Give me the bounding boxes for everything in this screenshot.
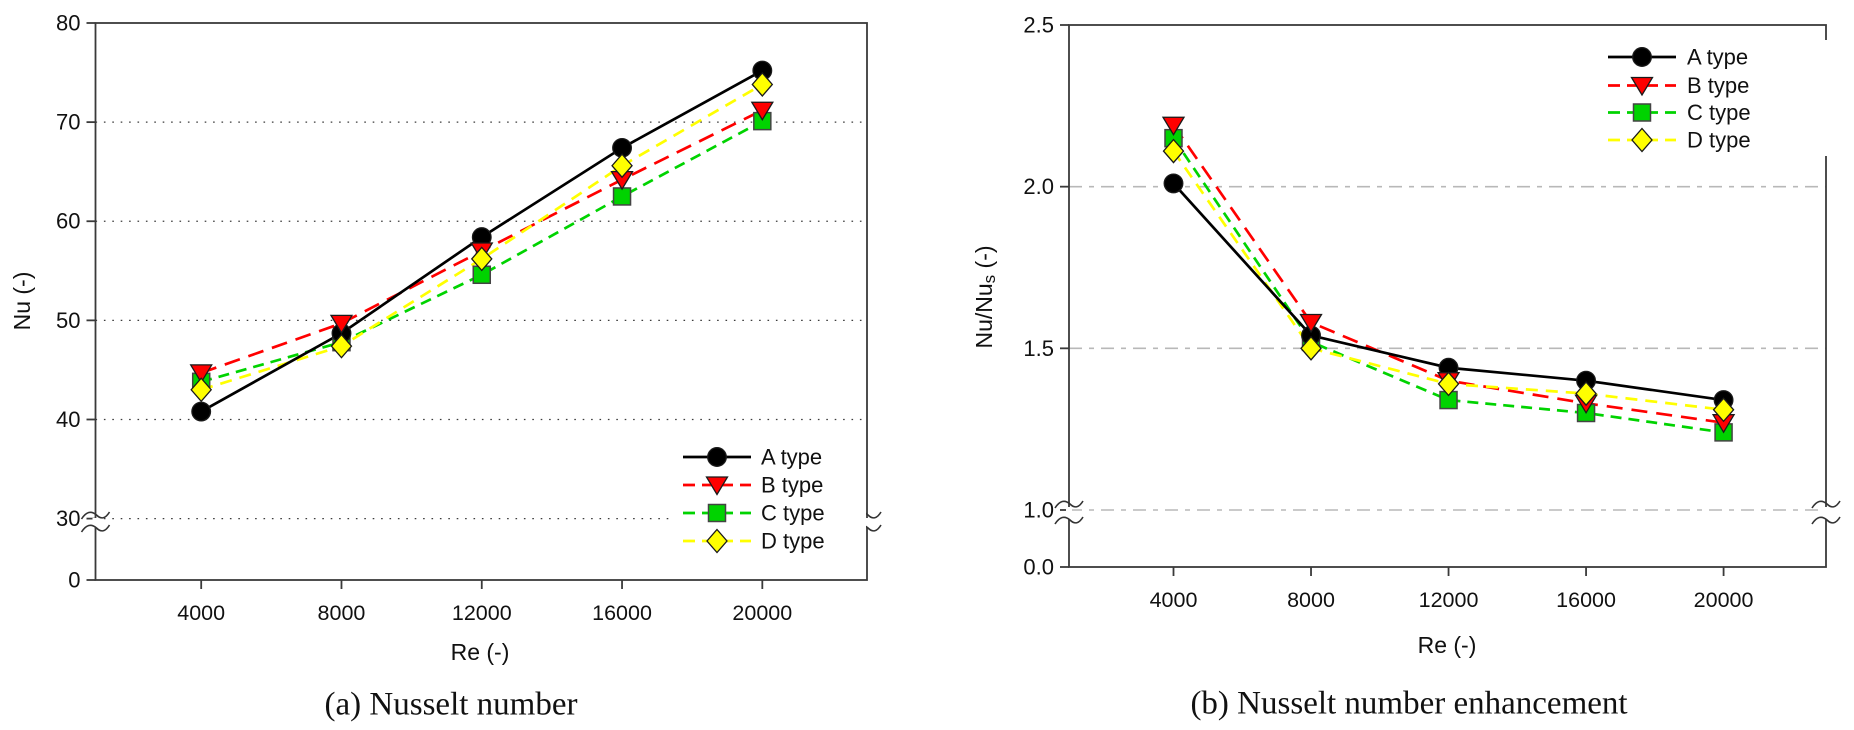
axis-break-gap — [1823, 507, 1829, 519]
legend-label: A type — [761, 445, 822, 470]
marker-a-type — [1163, 173, 1184, 194]
x-tick-label: 12000 — [452, 601, 512, 625]
x-axis-label: Re (-) — [1418, 632, 1477, 658]
legend-background — [675, 442, 866, 556]
x-tick-label: 16000 — [1556, 588, 1616, 612]
series-line-c-type — [1172, 137, 1724, 434]
axis-break-squiggle — [80, 511, 111, 520]
axis-break-squiggle — [1811, 500, 1841, 509]
y-axis-label: Nu (-) — [9, 272, 35, 331]
marker-d-type — [611, 153, 633, 179]
marker-d-type — [751, 71, 774, 97]
marker-d-type — [1162, 138, 1185, 164]
legend-marker — [707, 503, 727, 523]
y-tick-label: 1.5 — [1023, 336, 1054, 361]
axis-break-gap — [864, 518, 870, 527]
marker-b-type — [750, 101, 774, 121]
x-tick-label: 8000 — [318, 601, 366, 625]
legend-label: B type — [1687, 73, 1749, 98]
legend-marker — [1632, 103, 1652, 122]
marker-d-type — [190, 377, 213, 403]
plot-border — [1068, 24, 1827, 568]
legend-marker — [707, 447, 727, 467]
chart-b-nusselt-enhancement: 0.0 1.0 1.5 2.0 2.5 4000 8000 12000 16000 20000 Re… — [971, 13, 1841, 658]
axis-break-squiggle — [1054, 516, 1084, 525]
legend-marker — [706, 528, 728, 554]
marker-d-type — [1575, 381, 1597, 407]
marker-d-type — [470, 246, 493, 272]
y-tick-label: 0.0 — [1023, 555, 1054, 580]
marker-b-type — [1161, 116, 1186, 136]
x-tick-label: 4000 — [177, 601, 225, 625]
chart-a-nusselt-number: 0 30 40 50 60 70 80 4000 8000 12000 16000 20000 Re (… — [9, 11, 882, 665]
y-tick-label: 2.0 — [1023, 174, 1054, 199]
y-tick-label: 40 — [56, 407, 80, 432]
x-tick-label: 20000 — [1694, 588, 1754, 612]
y-tick-label: 70 — [56, 110, 80, 135]
y-tick-label: 30 — [56, 506, 80, 531]
legend-marker — [1632, 47, 1652, 67]
y-tick-label: 50 — [56, 308, 80, 333]
marker-d-type — [1712, 397, 1735, 423]
y-tick-label: 60 — [56, 209, 80, 234]
axis-break-gap — [92, 518, 99, 527]
marker-b-type — [1299, 313, 1323, 334]
legend-label: A type — [1687, 45, 1748, 70]
legend-label: C type — [1687, 100, 1751, 125]
legend-label: C type — [761, 501, 825, 526]
x-tick-label: 8000 — [1287, 588, 1335, 612]
y-axis-label: Nu/Nus (-) — [971, 245, 999, 348]
caption-a: (a) Nusselt number — [324, 686, 578, 723]
axis-break-squiggle — [1811, 516, 1841, 525]
y-tick-label: 0 — [68, 568, 80, 593]
x-tick-label: 16000 — [592, 601, 652, 625]
legend-label: D type — [761, 529, 825, 554]
legend-marker — [705, 476, 729, 496]
marker-b-type — [189, 364, 213, 384]
axis-break-gap — [1066, 507, 1072, 519]
y-tick-label: 1.0 — [1023, 497, 1054, 522]
y-tick-label: 80 — [56, 11, 80, 36]
legend-marker — [1631, 127, 1653, 153]
marker-d-type — [330, 333, 353, 359]
y-tick-label: 2.5 — [1023, 13, 1054, 38]
legend-marker — [1630, 76, 1654, 97]
legend-label: D type — [1687, 128, 1751, 153]
marker-b-type — [329, 314, 354, 335]
marker-c-type — [612, 187, 632, 206]
marker-a-type — [191, 401, 212, 422]
x-tick-label: 20000 — [732, 601, 792, 625]
caption-b: (b) Nusselt number enhancement — [1190, 685, 1628, 722]
x-tick-label: 4000 — [1150, 588, 1198, 612]
marker-d-type — [1300, 335, 1322, 361]
x-tick-label: 12000 — [1419, 588, 1479, 612]
axis-break-squiggle — [80, 524, 111, 533]
axis-break-squiggle — [1054, 500, 1084, 509]
x-axis-label: Re (-) — [451, 639, 510, 665]
series-line-c-type — [200, 119, 763, 384]
marker-d-type — [1437, 371, 1460, 397]
legend-label: B type — [761, 473, 823, 498]
